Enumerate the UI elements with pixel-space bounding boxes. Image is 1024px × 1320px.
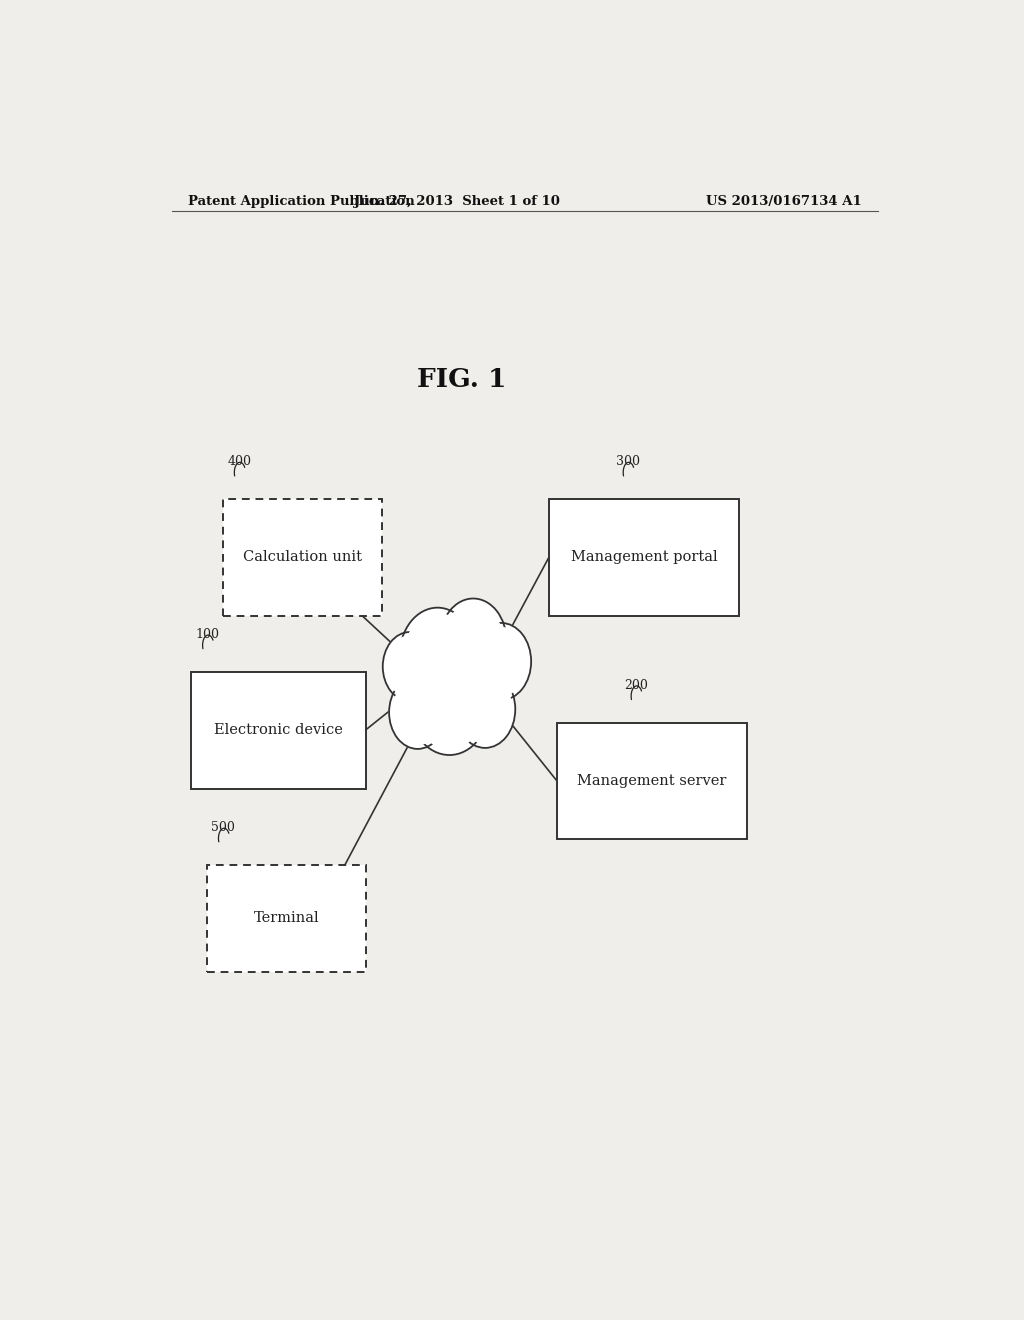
Text: Management server: Management server xyxy=(578,774,726,788)
Text: 300: 300 xyxy=(616,455,640,469)
Text: Terminal: Terminal xyxy=(254,911,319,925)
Circle shape xyxy=(386,636,433,697)
Circle shape xyxy=(459,676,512,743)
Circle shape xyxy=(455,671,515,748)
Circle shape xyxy=(404,614,471,700)
Circle shape xyxy=(440,598,507,684)
Text: 500: 500 xyxy=(211,821,236,834)
Circle shape xyxy=(413,656,485,748)
Text: US 2013/0167134 A1: US 2013/0167134 A1 xyxy=(707,195,862,209)
Text: FIG. 1: FIG. 1 xyxy=(417,367,506,392)
FancyBboxPatch shape xyxy=(207,865,367,972)
Text: Calculation unit: Calculation unit xyxy=(243,550,362,565)
FancyBboxPatch shape xyxy=(557,722,748,840)
Circle shape xyxy=(409,649,490,755)
FancyBboxPatch shape xyxy=(191,672,367,788)
Text: 200: 200 xyxy=(624,678,648,692)
Circle shape xyxy=(474,627,527,696)
Circle shape xyxy=(392,680,442,744)
Circle shape xyxy=(399,607,475,705)
Text: Jun. 27, 2013  Sheet 1 of 10: Jun. 27, 2013 Sheet 1 of 10 xyxy=(354,195,560,209)
FancyBboxPatch shape xyxy=(549,499,739,615)
Circle shape xyxy=(383,632,436,701)
Text: Electronic device: Electronic device xyxy=(214,723,343,737)
Text: Management portal: Management portal xyxy=(570,550,717,565)
Circle shape xyxy=(471,623,531,700)
Text: 100: 100 xyxy=(196,628,219,642)
FancyBboxPatch shape xyxy=(223,499,382,615)
Text: Patent Application Publication: Patent Application Publication xyxy=(187,195,415,209)
Circle shape xyxy=(443,603,503,678)
Circle shape xyxy=(389,676,446,748)
Text: 400: 400 xyxy=(227,455,251,469)
